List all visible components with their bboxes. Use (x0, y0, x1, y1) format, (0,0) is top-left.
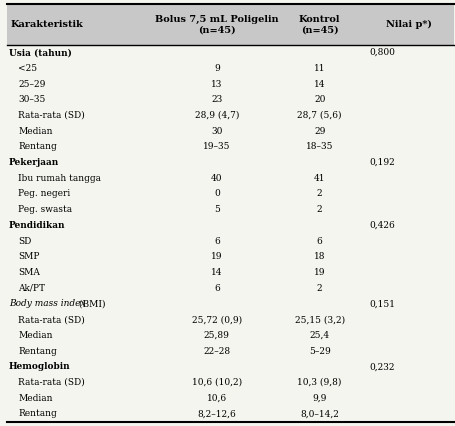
Text: 19: 19 (211, 252, 222, 261)
Text: Median: Median (18, 394, 53, 403)
Text: 5: 5 (213, 205, 219, 214)
Text: 23: 23 (211, 95, 222, 104)
Text: 10,6: 10,6 (207, 394, 227, 403)
Text: 2: 2 (316, 190, 322, 199)
Text: 9,9: 9,9 (312, 394, 326, 403)
Text: 5–29: 5–29 (308, 346, 330, 356)
Text: 25–29: 25–29 (18, 80, 46, 89)
Text: Body mass index: Body mass index (9, 299, 85, 308)
Text: 25,72 (0,9): 25,72 (0,9) (192, 315, 242, 324)
Text: 0: 0 (213, 190, 219, 199)
Text: Ak/PT: Ak/PT (18, 284, 45, 293)
Text: Median: Median (18, 331, 53, 340)
Text: Pendidikan: Pendidikan (9, 221, 65, 230)
Text: Kontrol
(n=45): Kontrol (n=45) (298, 15, 340, 34)
Text: Peg. swasta: Peg. swasta (18, 205, 72, 214)
Text: 0,426: 0,426 (368, 221, 394, 230)
Text: Bolus 7,5 mL Poligelin
(n=45): Bolus 7,5 mL Poligelin (n=45) (155, 15, 278, 34)
Text: 30–35: 30–35 (18, 95, 46, 104)
Text: 25,15 (3,2): 25,15 (3,2) (294, 315, 344, 324)
Text: Usia (tahun): Usia (tahun) (9, 48, 71, 57)
Text: 25,89: 25,89 (203, 331, 229, 340)
Text: 22–28: 22–28 (203, 346, 230, 356)
Text: 19–35: 19–35 (202, 142, 230, 151)
Text: 18: 18 (313, 252, 325, 261)
Text: 11: 11 (313, 64, 325, 73)
Text: 40: 40 (211, 174, 222, 183)
Text: Rentang: Rentang (18, 142, 57, 151)
Text: 0,192: 0,192 (368, 158, 394, 167)
Text: <25: <25 (18, 64, 37, 73)
Text: SD: SD (18, 236, 31, 246)
Text: 14: 14 (211, 268, 222, 277)
Text: 28,9 (4,7): 28,9 (4,7) (194, 111, 238, 120)
Text: 29: 29 (313, 127, 324, 135)
Text: Rentang: Rentang (18, 346, 57, 356)
Text: 13: 13 (211, 80, 222, 89)
Text: 14: 14 (313, 80, 325, 89)
Text: 25,4: 25,4 (309, 331, 329, 340)
Text: 19: 19 (313, 268, 325, 277)
Text: 28,7 (5,6): 28,7 (5,6) (297, 111, 341, 120)
Text: 0,232: 0,232 (368, 362, 394, 371)
Text: 30: 30 (211, 127, 222, 135)
Text: 6: 6 (213, 236, 219, 246)
Bar (7, 4, 453, 45)
Text: Hemoglobin: Hemoglobin (9, 362, 70, 371)
Text: SMP: SMP (18, 252, 40, 261)
Text: 6: 6 (316, 236, 322, 246)
Text: Rentang: Rentang (18, 409, 57, 418)
Text: Karakteristik: Karakteristik (10, 20, 83, 29)
Text: Ibu rumah tangga: Ibu rumah tangga (18, 174, 101, 183)
Text: SMA: SMA (18, 268, 40, 277)
Text: (BMI): (BMI) (76, 299, 106, 308)
Text: 2: 2 (316, 284, 322, 293)
Text: 0,800: 0,800 (368, 48, 394, 57)
Text: Median: Median (18, 127, 53, 135)
Text: Nilai p*): Nilai p*) (385, 20, 431, 29)
Text: 20: 20 (313, 95, 324, 104)
Text: 10,3 (9,8): 10,3 (9,8) (297, 378, 341, 387)
Text: 2: 2 (316, 205, 322, 214)
Text: Rata-rata (SD): Rata-rata (SD) (18, 378, 85, 387)
Text: 18–35: 18–35 (305, 142, 333, 151)
Text: 10,6 (10,2): 10,6 (10,2) (192, 378, 242, 387)
Text: Rata-rata (SD): Rata-rata (SD) (18, 315, 85, 324)
Text: Pekerjaan: Pekerjaan (9, 158, 59, 167)
Text: 0,151: 0,151 (368, 299, 394, 308)
Text: 6: 6 (213, 284, 219, 293)
Text: 41: 41 (313, 174, 325, 183)
Text: Rata-rata (SD): Rata-rata (SD) (18, 111, 85, 120)
Text: 8,2–12,6: 8,2–12,6 (197, 409, 236, 418)
Text: 9: 9 (213, 64, 219, 73)
Text: 8,0–14,2: 8,0–14,2 (299, 409, 339, 418)
Text: Peg. negeri: Peg. negeri (18, 190, 71, 199)
